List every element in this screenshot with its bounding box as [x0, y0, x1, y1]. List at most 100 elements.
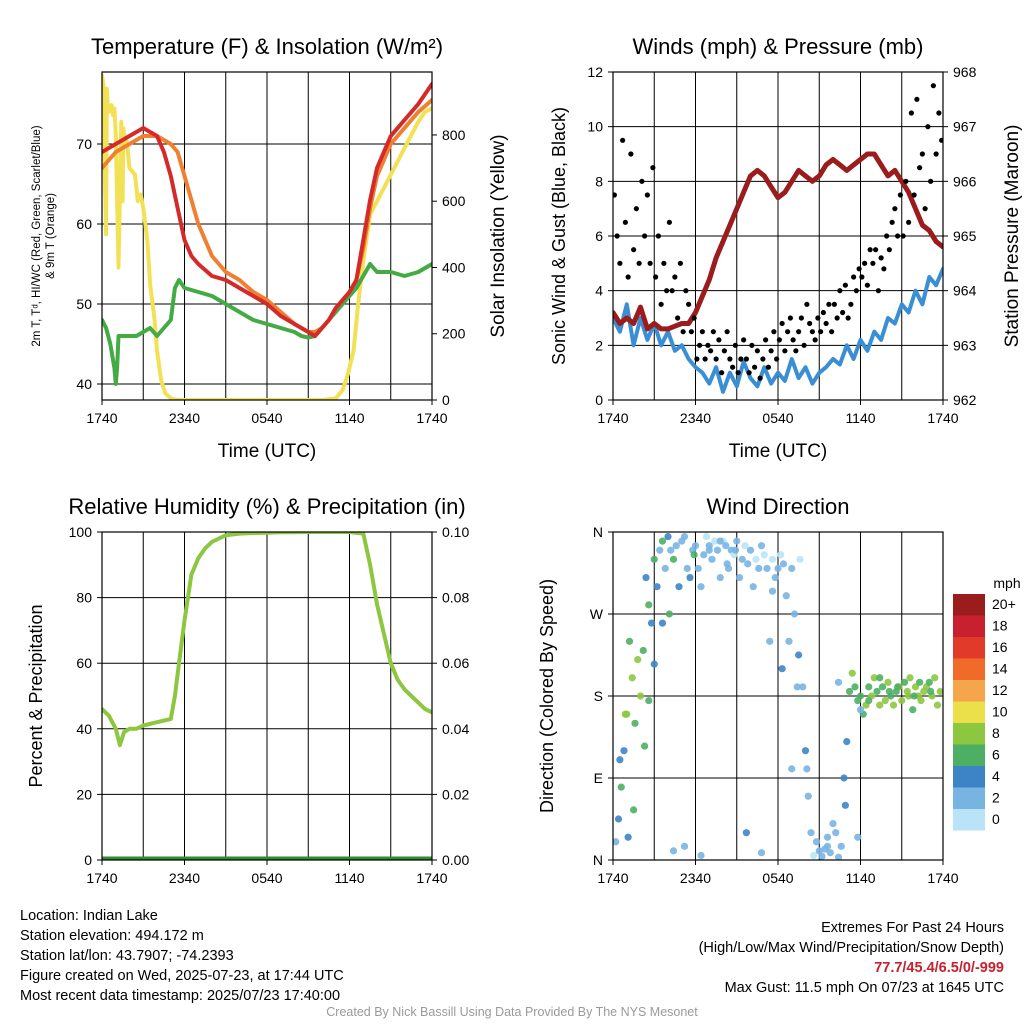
y-tick-label-right: 966: [953, 173, 977, 189]
y-tick-label: 60: [76, 216, 92, 232]
direction-point: [768, 587, 777, 595]
y-tick-label-right: 0.10: [442, 524, 469, 540]
legend-label: 4: [992, 768, 1000, 784]
gust-point: [675, 315, 681, 321]
y-tick-label: 40: [76, 376, 92, 392]
chart-title: Wind Direction: [706, 494, 849, 519]
gust-point: [708, 348, 714, 354]
gust-point: [818, 329, 824, 335]
direction-point: [873, 687, 881, 696]
direction-point: [832, 829, 840, 837]
gust-point: [650, 165, 656, 171]
x-tick-label: 1140: [845, 870, 875, 886]
x-tick-label: 2340: [680, 870, 711, 886]
legend-label: 0: [992, 811, 1000, 827]
direction-point: [672, 542, 680, 550]
direction-point: [647, 619, 656, 627]
direction-point: [881, 696, 889, 705]
direction-point: [931, 674, 939, 682]
gust-point: [886, 247, 892, 253]
gust-point: [628, 151, 634, 157]
plot-border: [101, 71, 433, 401]
gust-point: [853, 288, 859, 294]
x-axis-label: Time (UTC): [729, 441, 828, 462]
direction-point: [870, 674, 878, 682]
gust-point: [831, 301, 837, 307]
direction-point: [631, 719, 639, 727]
chart-title: Winds (mph) & Pressure (mb): [633, 34, 924, 59]
gust-point: [776, 337, 782, 343]
direction-point: [818, 852, 826, 860]
gust-point: [919, 151, 925, 157]
gust-point: [859, 274, 865, 280]
gust-point: [653, 274, 659, 280]
y-tick-label: 12: [587, 64, 603, 80]
gust-point: [798, 315, 804, 321]
x-tick-label: 1740: [927, 870, 958, 886]
gust-point: [686, 301, 692, 307]
direction-point: [669, 847, 678, 855]
legend-swatch: [953, 809, 985, 831]
legend-swatch: [953, 658, 985, 680]
gust-point: [900, 233, 906, 239]
gust-point: [815, 315, 821, 321]
direction-point: [854, 833, 862, 841]
y-tick-label-right: 0.06: [442, 655, 469, 671]
direction-point: [613, 838, 620, 846]
x-tick-label: 1740: [416, 870, 447, 886]
winds-panel: Winds (mph) & Pressure (mb) 1740 2340 0540 1…: [549, 34, 1023, 462]
direction-point: [898, 696, 906, 705]
gust-point: [732, 342, 738, 348]
y-tick-label: N: [593, 852, 603, 868]
y-tick-label: 4: [595, 283, 603, 299]
y-tick-label: 50: [76, 296, 92, 312]
gust-point: [771, 329, 777, 335]
gust-point: [631, 247, 637, 253]
y-tick-label: 0: [595, 392, 603, 408]
y-tick-label-right: 600: [442, 193, 466, 209]
direction-point: [936, 687, 943, 696]
y-tick-label-right: 200: [442, 326, 466, 342]
direction-point: [815, 847, 823, 855]
gust-point: [661, 260, 667, 266]
y-tick-label-right: 965: [953, 228, 977, 244]
gust-point: [691, 315, 697, 321]
legend-swatch: [953, 637, 985, 659]
gust-point: [892, 206, 898, 212]
direction-point: [680, 532, 689, 541]
direction-point: [686, 573, 694, 582]
direction-point: [620, 747, 628, 755]
timestamp-line: Most recent data timestamp: 2025/07/23 1…: [20, 988, 341, 1004]
direction-point: [804, 792, 812, 800]
x-tick-label: 1740: [927, 410, 958, 426]
direction-point: [738, 555, 746, 563]
direction-point: [667, 546, 675, 554]
direction-point: [812, 838, 821, 846]
y-tick-label: 40: [76, 721, 92, 737]
y-tick-label-right: 962: [953, 392, 977, 408]
station-info: Location: Indian Lake Station elevation:…: [20, 906, 344, 1006]
gust-point: [672, 274, 678, 280]
gust-point: [721, 348, 727, 354]
direction-point: [856, 706, 865, 714]
direction-point: [796, 555, 804, 563]
direction-point: [823, 833, 832, 841]
y-tick-label-right: 0.00: [442, 852, 469, 868]
direction-point: [841, 801, 849, 809]
direction-point: [650, 555, 658, 563]
gust-point: [669, 288, 675, 294]
direction-point: [716, 537, 724, 545]
direction-point: [785, 637, 793, 645]
direction-point: [865, 683, 873, 691]
direction-point: [834, 678, 843, 686]
direction-point: [749, 583, 757, 591]
gust-point: [710, 329, 716, 335]
temperature-panel: Temperature (F) & Insolation (W/m²) 1740 2…: [31, 34, 509, 462]
direction-point: [807, 829, 815, 837]
x-tick-label: 0540: [762, 870, 793, 886]
direction-point: [845, 687, 854, 696]
gust-point: [845, 315, 851, 321]
direction-point: [746, 546, 755, 554]
y-tick-label: 100: [69, 524, 93, 540]
direction-point: [793, 683, 801, 691]
